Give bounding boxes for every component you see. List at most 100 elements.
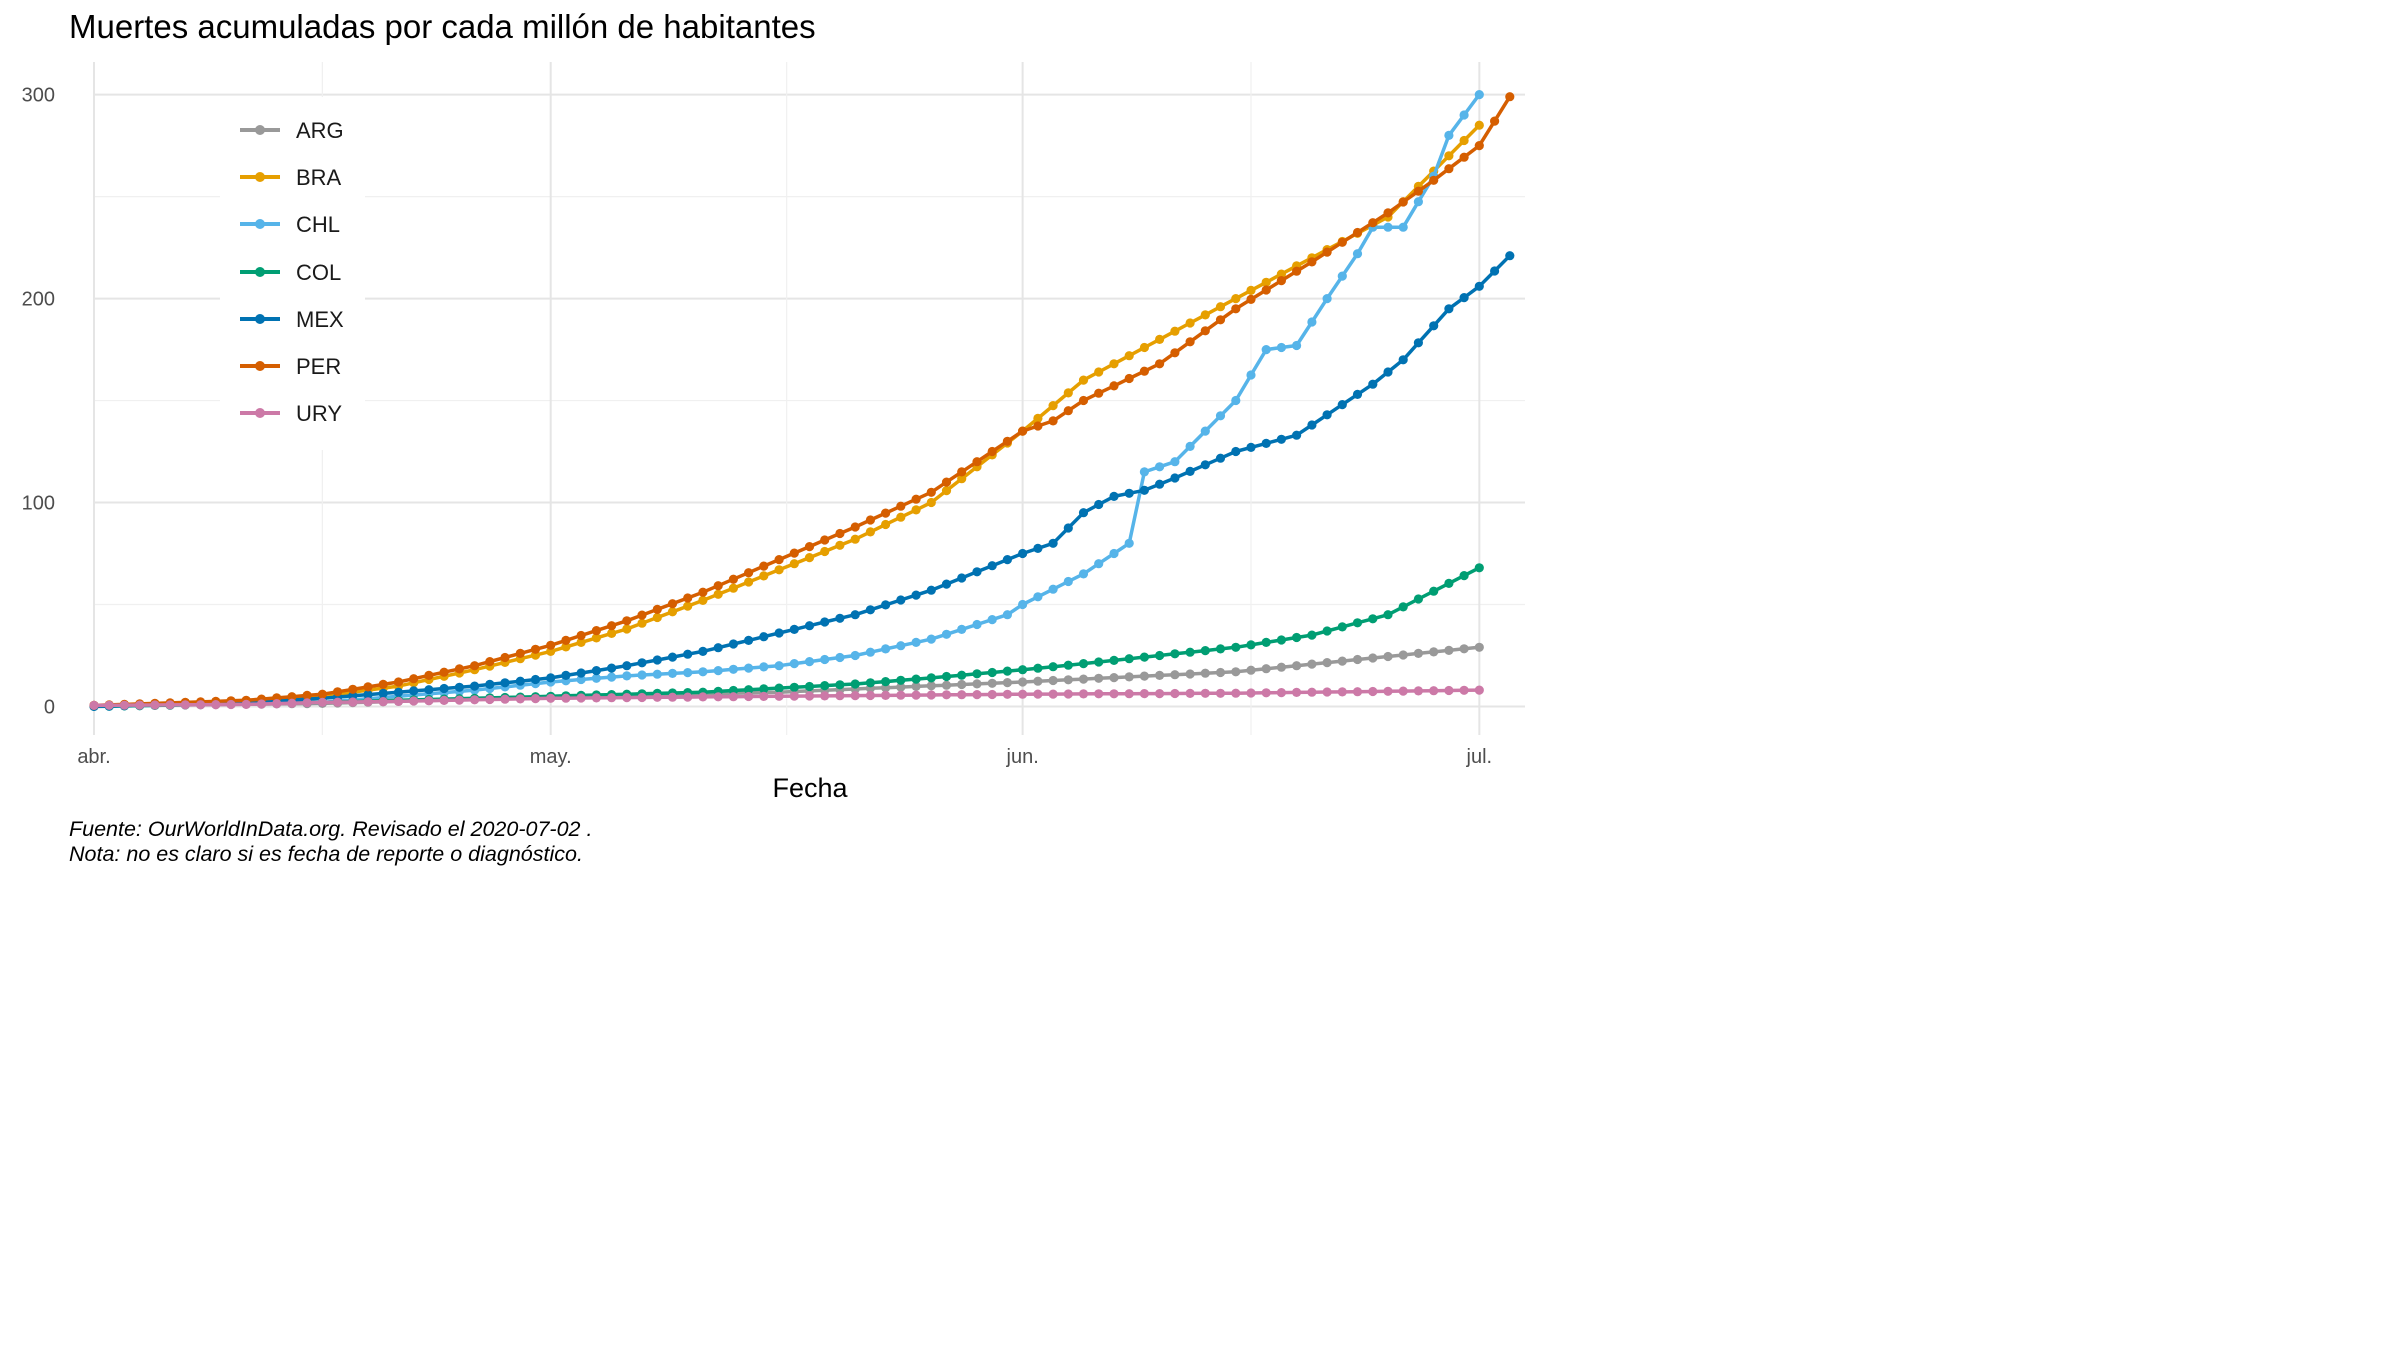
data-point [820, 546, 830, 557]
data-point [1185, 337, 1195, 347]
data-point [500, 652, 510, 663]
data-point [1337, 271, 1347, 281]
data-point [1155, 650, 1165, 661]
data-point [1398, 686, 1408, 696]
data-point [1109, 689, 1119, 699]
data-point [1398, 602, 1408, 612]
data-point [972, 669, 982, 679]
data-point [1276, 342, 1286, 353]
legend-label: URY [296, 401, 343, 427]
data-point [515, 676, 525, 686]
legend-item-ury: URY [220, 390, 365, 437]
data-point [1368, 614, 1378, 624]
data-point [546, 693, 556, 703]
data-point [1094, 689, 1104, 699]
legend-label: CHL [296, 212, 341, 238]
data-point [744, 685, 754, 695]
data-point [713, 589, 723, 599]
data-point [1033, 676, 1043, 686]
data-point [470, 681, 480, 691]
data-point [1170, 326, 1180, 336]
data-point [1459, 293, 1469, 303]
data-point [926, 673, 936, 683]
data-point [1337, 687, 1347, 697]
data-point [759, 561, 769, 571]
data-point [1398, 222, 1408, 232]
data-point [439, 695, 449, 706]
data-point [744, 691, 754, 702]
data-point [561, 693, 571, 703]
data-point [1124, 538, 1134, 548]
data-point [576, 630, 586, 641]
data-point [1444, 304, 1454, 314]
data-point [926, 690, 936, 700]
data-point [1368, 686, 1378, 697]
data-point [1215, 644, 1226, 654]
data-point [667, 692, 678, 702]
data-point [546, 673, 556, 683]
data-point [820, 535, 830, 545]
data-point [1261, 688, 1271, 698]
data-point [1063, 388, 1073, 398]
data-point [348, 697, 358, 707]
data-point [957, 670, 967, 680]
data-point [637, 658, 647, 668]
data-point [1048, 538, 1058, 548]
data-point [941, 486, 952, 496]
data-point [1002, 555, 1013, 565]
data-point [957, 679, 967, 690]
data-point [485, 694, 495, 705]
data-point [1109, 491, 1119, 501]
data-point [1322, 247, 1332, 257]
data-point [759, 571, 769, 581]
data-point [926, 681, 936, 691]
data-point [1276, 276, 1286, 286]
data-point [1261, 285, 1271, 295]
data-point [987, 561, 997, 571]
data-point [119, 700, 129, 710]
data-point [1292, 687, 1302, 698]
y-tick-label: 100 [22, 493, 55, 515]
data-point [1078, 689, 1089, 699]
data-point [485, 657, 495, 667]
data-point [576, 668, 586, 678]
data-point [1261, 637, 1271, 648]
data-point [667, 599, 678, 609]
data-point [713, 666, 723, 676]
data-point [1246, 688, 1256, 698]
data-point [987, 667, 997, 678]
data-point [972, 619, 982, 630]
data-point [1459, 685, 1469, 695]
data-point [1033, 413, 1043, 423]
data-point [911, 590, 921, 600]
data-point [1231, 642, 1241, 652]
data-point [1246, 285, 1256, 295]
data-point [1200, 460, 1210, 470]
data-point [1215, 315, 1226, 325]
data-point [393, 687, 404, 697]
data-point [728, 639, 739, 649]
data-point [561, 670, 571, 681]
data-point [1292, 632, 1302, 643]
data-point [804, 542, 815, 552]
series-line-mex [93, 254, 1512, 709]
data-point [104, 700, 114, 710]
data-point [1352, 389, 1363, 399]
data-point [1200, 668, 1210, 678]
data-point [1490, 116, 1500, 126]
data-point [1185, 669, 1195, 679]
data-point [1002, 689, 1013, 699]
data-point [1215, 688, 1226, 698]
data-point [333, 697, 343, 707]
data-point [1444, 164, 1454, 174]
data-point [1094, 673, 1104, 683]
legend-item-arg: ARG [220, 107, 365, 154]
data-point [957, 467, 967, 477]
data-point [1139, 671, 1149, 681]
data-point [1459, 571, 1469, 581]
data-point [926, 487, 936, 497]
data-point [1155, 334, 1165, 344]
data-point [530, 674, 541, 685]
data-point [546, 640, 556, 650]
data-point [1276, 635, 1286, 645]
